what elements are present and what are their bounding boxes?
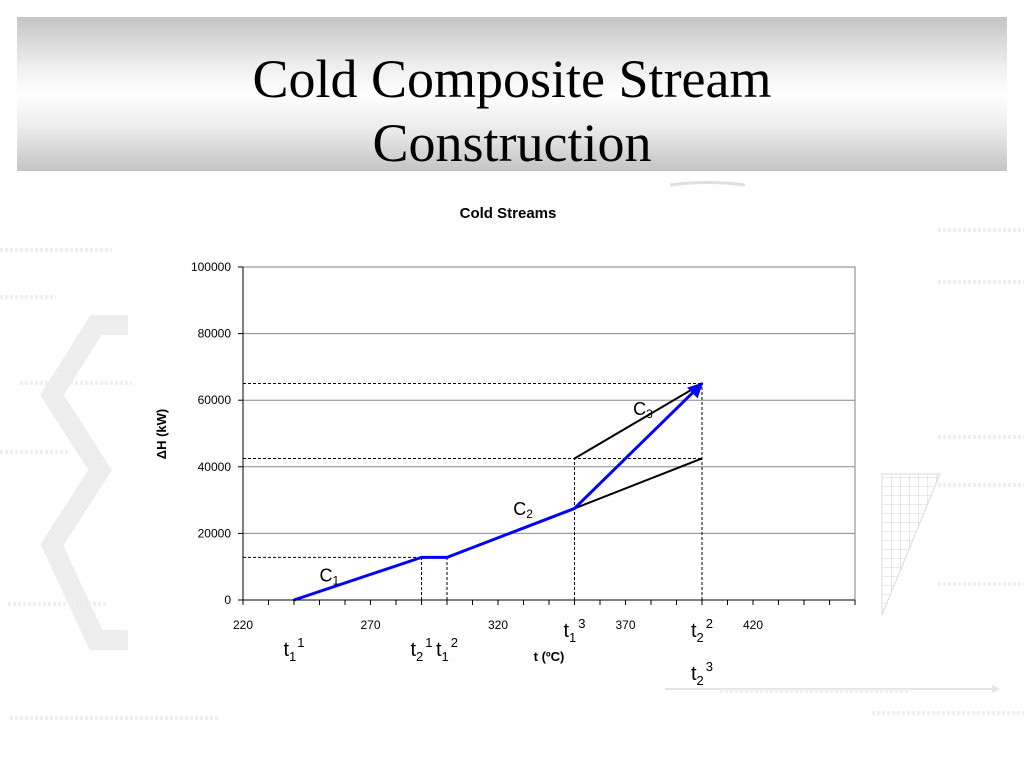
y-tick-labels: 0 20000 40000 60000 80000 100000 (191, 260, 231, 607)
stream-segment (573, 382, 703, 460)
temperature-label: t21 (410, 635, 432, 664)
x-tick-label: 320 (488, 618, 508, 632)
temperature-label: t13 (563, 616, 585, 645)
composite-point (445, 556, 449, 559)
slide-title: Cold Composite Stream Construction (17, 47, 1007, 175)
chart-title: Cold Streams (460, 205, 557, 222)
y-axis-label: ΔH (kW) (154, 409, 169, 460)
stream-label: C2 (513, 499, 533, 521)
composite-point (700, 382, 704, 385)
x-tick-label: 420 (743, 618, 763, 632)
temperature-label: t22 (691, 616, 713, 645)
temperature-label: t12 (436, 635, 458, 664)
x-tick-label: 270 (360, 618, 380, 632)
background-decoration (0, 181, 1024, 720)
y-tick-label: 80000 (198, 327, 232, 341)
slide-title-line-2: Construction (372, 113, 652, 173)
x-axis-label: t (ºC) (534, 649, 565, 664)
axes (238, 266, 856, 605)
stream-segments (573, 382, 703, 510)
y-tick-label: 0 (224, 593, 231, 607)
temperature-label: t23 (691, 659, 713, 688)
x-tick-labels: 220 270 320 370 420 (233, 618, 763, 632)
stream-label: C3 (633, 399, 653, 421)
y-tick-label: 40000 (198, 460, 232, 474)
gridlines (243, 333, 855, 534)
slide-title-line-1: Cold Composite Stream (252, 49, 772, 109)
y-tick-label: 20000 (198, 526, 232, 540)
title-band: Cold Composite Stream Construction (17, 17, 1007, 173)
stream-labels: C1 C2 C3 (320, 399, 654, 588)
x-tick-label: 220 (233, 618, 253, 632)
x-tick-label: 370 (615, 618, 635, 632)
stream-segment (574, 457, 703, 510)
temperature-label: t11 (283, 635, 304, 664)
composite-point (573, 507, 576, 510)
composite-curve (292, 382, 704, 602)
stream-label: C1 (320, 566, 340, 588)
y-tick-label: 60000 (198, 393, 232, 407)
composite-point (420, 556, 423, 559)
y-tick-label: 100000 (191, 260, 231, 274)
plot-area (242, 266, 856, 601)
